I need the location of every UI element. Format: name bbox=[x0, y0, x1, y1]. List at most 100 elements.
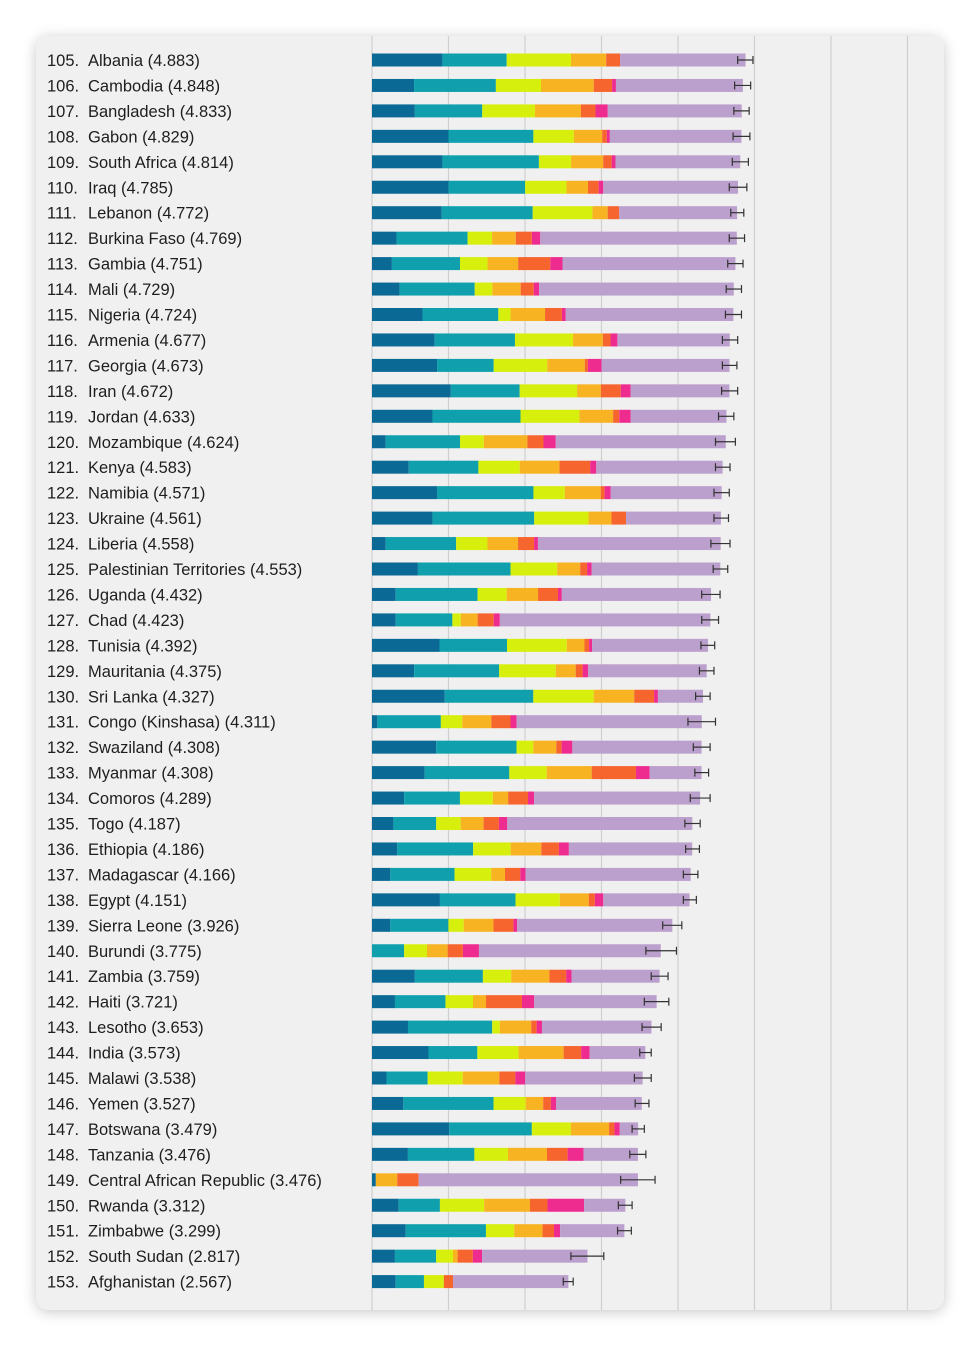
bar-segment bbox=[630, 409, 727, 423]
bar-segment bbox=[372, 384, 451, 398]
bar-segment bbox=[528, 791, 535, 805]
country-label: Afghanistan (2.567) bbox=[88, 1274, 232, 1292]
rank-label: 124. bbox=[47, 536, 79, 554]
bar-segment bbox=[620, 53, 746, 67]
row-label: 129. Mauritania (4.375) bbox=[47, 663, 222, 681]
bar-segment bbox=[372, 1249, 395, 1263]
rank-label: 146. bbox=[47, 1095, 79, 1113]
bar-segment bbox=[372, 333, 435, 347]
bar-segment bbox=[582, 664, 588, 678]
rank-label: 128. bbox=[47, 637, 79, 655]
bar-segment bbox=[534, 537, 538, 551]
bar-segment bbox=[372, 129, 449, 143]
country-label: India (3.573) bbox=[88, 1045, 181, 1063]
bar-segment bbox=[518, 257, 551, 271]
bar-segment bbox=[547, 358, 585, 372]
row-label: 106. Cambodia (4.848) bbox=[47, 77, 220, 95]
bar-segment bbox=[550, 257, 563, 271]
bar-segment bbox=[561, 587, 712, 601]
bar-segment bbox=[403, 1096, 494, 1110]
bar-segment bbox=[459, 791, 493, 805]
country-label: Kenya (4.583) bbox=[88, 459, 192, 477]
row-label: 148. Tanzania (3.476) bbox=[47, 1146, 211, 1164]
bar-segment bbox=[498, 308, 511, 321]
bar-segment bbox=[393, 817, 437, 830]
bar-segment bbox=[372, 308, 423, 321]
bar-segment bbox=[414, 664, 500, 678]
bar-segment bbox=[566, 969, 572, 983]
bar-segment bbox=[498, 817, 508, 830]
country-label: Gambia (4.751) bbox=[88, 256, 203, 274]
bar-segment bbox=[439, 893, 516, 907]
bar-segment bbox=[540, 231, 737, 245]
bar-segment bbox=[581, 1046, 590, 1060]
country-label: Tanzania (3.476) bbox=[88, 1146, 211, 1164]
bar-segment bbox=[587, 664, 707, 678]
country-label: Jordan (4.633) bbox=[88, 408, 195, 426]
rank-label: 127. bbox=[47, 612, 79, 630]
rank-label: 117. bbox=[47, 357, 78, 375]
bar-segment bbox=[493, 358, 548, 372]
bar-segment bbox=[386, 1071, 428, 1085]
bar-segment bbox=[372, 180, 449, 194]
bar-segment bbox=[611, 511, 627, 525]
rank-label: 106. bbox=[47, 77, 79, 95]
bar-segment bbox=[462, 1071, 500, 1085]
country-label: Sierra Leone (3.926) bbox=[88, 917, 239, 935]
country-label: Comoros (4.289) bbox=[88, 790, 212, 808]
bar-segment bbox=[436, 817, 461, 830]
country-label: Central African Republic (3.476) bbox=[88, 1172, 322, 1190]
bar-segment bbox=[459, 257, 488, 271]
bar-segment bbox=[473, 842, 511, 856]
country-label: Tunisia (4.392) bbox=[88, 637, 197, 655]
bar-segment bbox=[372, 893, 440, 907]
rank-label: 144. bbox=[47, 1045, 79, 1063]
row-label: 120. Mozambique (4.624) bbox=[47, 434, 239, 452]
bar-segment bbox=[460, 435, 484, 449]
bar-segment bbox=[607, 104, 742, 118]
bar-segment bbox=[495, 78, 541, 92]
bar-segment bbox=[566, 180, 588, 194]
bar-segment bbox=[567, 1147, 584, 1161]
bar-segment bbox=[372, 409, 433, 423]
bar-segment bbox=[532, 206, 593, 220]
bar-segment bbox=[603, 180, 739, 194]
bar-segment bbox=[372, 867, 391, 881]
row-label: 111. Lebanon (4.772) bbox=[47, 205, 209, 223]
bar-segment bbox=[397, 842, 474, 856]
bar-segment bbox=[478, 460, 520, 474]
bar-segment bbox=[372, 1275, 396, 1289]
bar-segment bbox=[549, 969, 567, 983]
bar-segment bbox=[493, 613, 500, 627]
bar-segment bbox=[460, 613, 478, 627]
bar-segment bbox=[506, 53, 572, 67]
bar-segment bbox=[457, 1249, 473, 1263]
country-label: Uganda (4.432) bbox=[88, 586, 203, 604]
bar-segment bbox=[511, 969, 550, 983]
bar-segment bbox=[507, 638, 567, 652]
row-label: 105. Albania (4.883) bbox=[47, 52, 200, 70]
country-label: Congo (Kinshasa) (4.311) bbox=[88, 714, 276, 732]
bar-segment bbox=[395, 613, 453, 627]
bar-segment bbox=[533, 486, 565, 500]
rank-label: 105. bbox=[47, 52, 79, 70]
bar-segment bbox=[520, 282, 534, 296]
bar-segment bbox=[557, 562, 581, 576]
row-label: 107. Bangladesh (4.833) bbox=[47, 103, 232, 121]
bar-segment bbox=[519, 384, 578, 398]
bar-segment bbox=[588, 893, 595, 907]
rank-label: 123. bbox=[47, 510, 79, 528]
bar-segment bbox=[462, 715, 492, 729]
country-label: Liberia (4.558) bbox=[88, 536, 194, 554]
bar-segment bbox=[372, 791, 405, 805]
bar-segment bbox=[491, 715, 511, 729]
bar-segment bbox=[474, 1147, 509, 1161]
bar-segment bbox=[372, 1122, 450, 1136]
rank-label: 110. bbox=[47, 179, 78, 197]
bar-segment bbox=[405, 1224, 486, 1238]
rank-label: 126. bbox=[47, 586, 79, 604]
bar-segment bbox=[513, 918, 518, 932]
chart-card: 105. Albania (4.883) 106. Cambodia (4.848) 1… bbox=[36, 36, 944, 1310]
bar-segment bbox=[437, 486, 534, 500]
row-label: 124. Liberia (4.558) bbox=[47, 536, 194, 554]
